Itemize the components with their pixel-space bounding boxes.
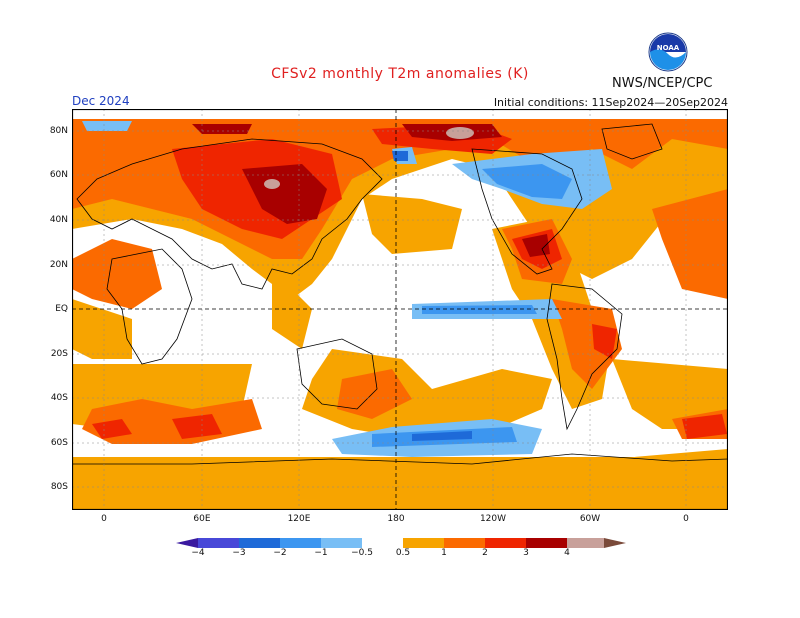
anomaly-map (71, 108, 729, 511)
lat-label: EQ (55, 304, 68, 314)
lat-label: 20S (50, 349, 68, 359)
lon-label: 120E (287, 514, 311, 524)
equator-dateline (72, 109, 728, 510)
logo-text: NOAA (657, 44, 680, 52)
anomaly-map-svg (71, 108, 729, 511)
initial-conditions: Initial conditions: 11Sep2024—20Sep2024 (493, 96, 728, 109)
forecast-month: Dec 2024 (72, 94, 130, 108)
colorbar-label: −0.5 (351, 548, 373, 558)
lon-label: 0 (101, 514, 107, 524)
lon-label: 180 (387, 514, 405, 524)
coastlines (72, 123, 729, 465)
lon-label: 60W (579, 514, 601, 524)
colorbar-label: −1 (314, 548, 328, 558)
noaa-logo: NOAA (648, 32, 688, 72)
graticule (72, 109, 728, 510)
lat-label: 40S (50, 393, 68, 403)
lat-label: 60N (49, 170, 68, 180)
lat-label: 60S (50, 438, 68, 448)
colorbar-label: 0.5 (395, 548, 411, 558)
colorbar (176, 538, 626, 548)
agency-label: NWS/NCEP/CPC (612, 76, 713, 91)
lat-label: 20N (49, 260, 68, 270)
colorbar-label: 1 (441, 548, 447, 558)
colorbar-label: −3 (232, 548, 246, 558)
map-title: CFSv2 monthly T2m anomalies (K) (271, 66, 529, 82)
lat-label: 40N (49, 215, 68, 225)
lat-label: 80S (50, 482, 68, 492)
lat-label: 80N (49, 126, 68, 136)
warm-4-layer (264, 127, 474, 189)
colorbar-label: −4 (191, 548, 205, 558)
colorbar-label: 4 (564, 548, 570, 558)
lon-label: 120W (479, 514, 507, 524)
lon-label: 60E (193, 514, 211, 524)
lon-label: 0 (683, 514, 689, 524)
colorbar-label: −2 (273, 548, 287, 558)
colorbar-label: 2 (482, 548, 488, 558)
colorbar-label: 3 (523, 548, 529, 558)
